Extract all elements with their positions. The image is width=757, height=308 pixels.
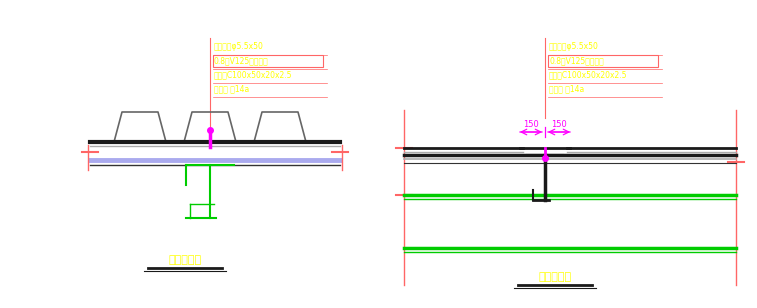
Text: 150: 150 xyxy=(523,120,539,129)
Text: 0.8原V125彩钉压板: 0.8原V125彩钉压板 xyxy=(214,56,269,65)
Text: 自攻螺丝φ5.5x50: 自攻螺丝φ5.5x50 xyxy=(549,42,599,51)
Bar xyxy=(548,55,658,67)
Text: 自攻螺丝φ5.5x50: 自攻螺丝φ5.5x50 xyxy=(214,42,264,51)
Text: 次樘条C100x50x20x2.5: 次樘条C100x50x20x2.5 xyxy=(214,70,292,79)
Bar xyxy=(213,55,323,67)
Text: 板纵向搭接: 板纵向搭接 xyxy=(538,272,572,282)
Text: 次樘条C100x50x20x2.5: 次樘条C100x50x20x2.5 xyxy=(549,70,628,79)
Text: 板横向搭接: 板横向搭接 xyxy=(169,255,201,265)
Text: 0.8原V125彩钉压板: 0.8原V125彩钉压板 xyxy=(549,56,604,65)
Text: 主樘条 ㅀ14a: 主樘条 ㅀ14a xyxy=(214,84,249,93)
Text: 150: 150 xyxy=(551,120,567,129)
Text: 主樘条 ㅀ14a: 主樘条 ㅀ14a xyxy=(549,84,584,93)
